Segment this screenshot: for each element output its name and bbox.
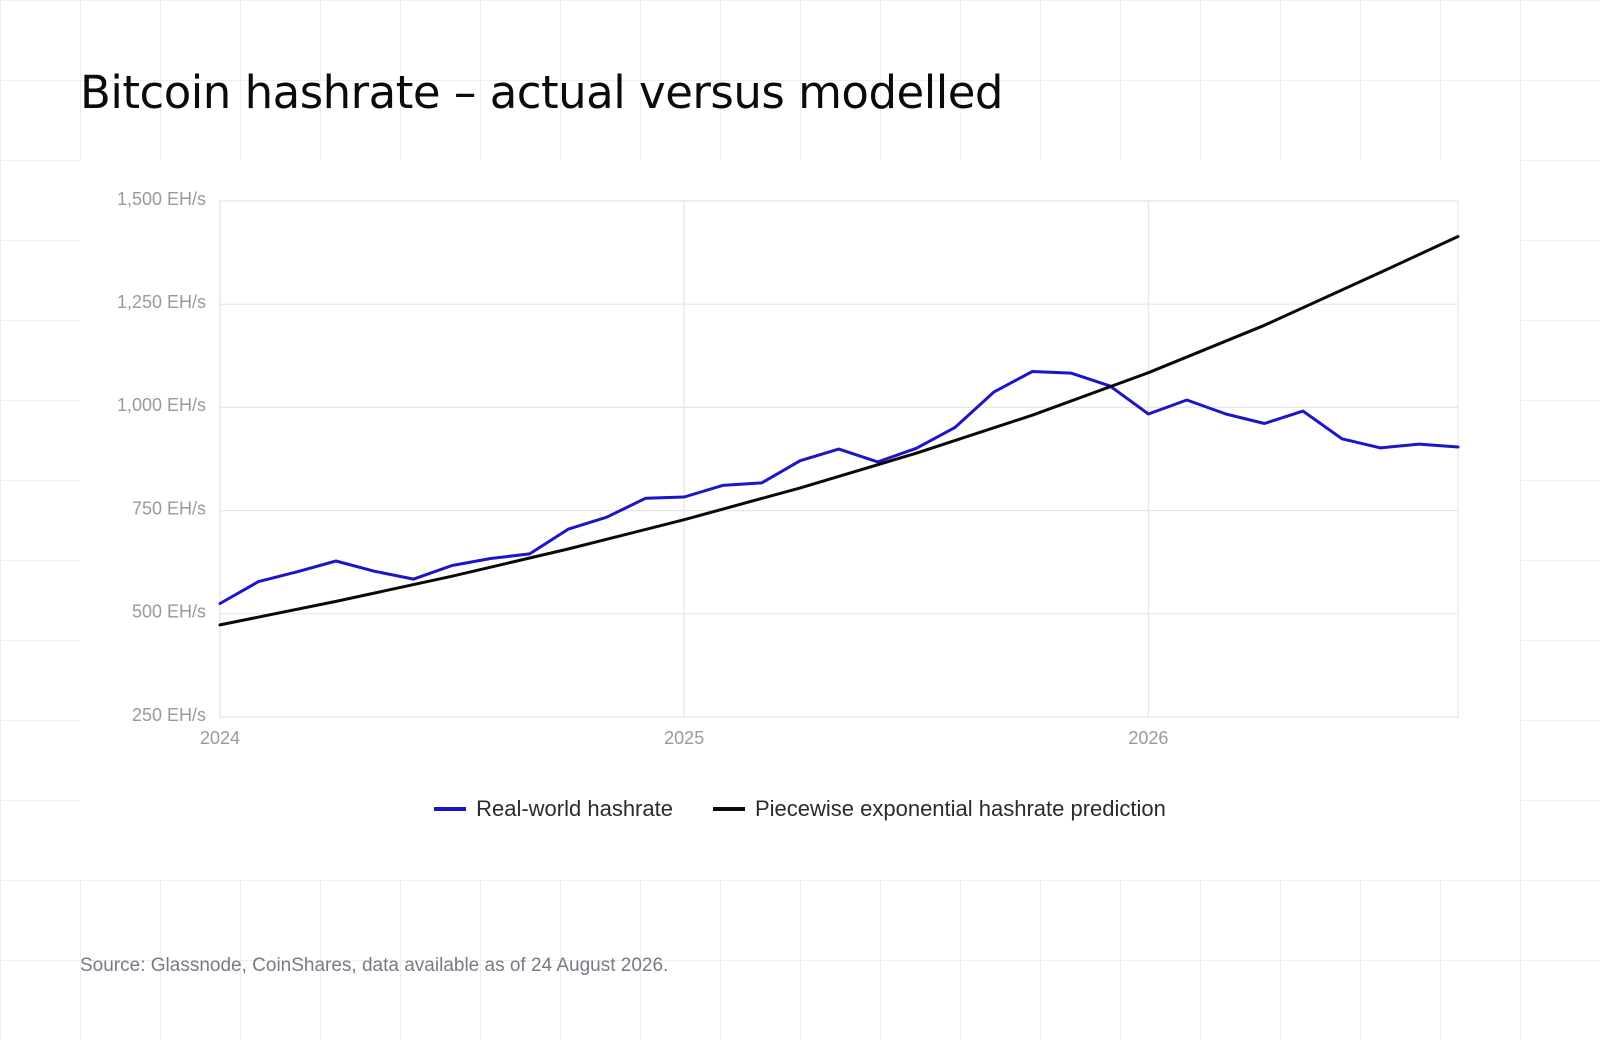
series-line-prediction: [218, 235, 1460, 627]
y-tick-label: 1,000 EH/s: [117, 395, 206, 415]
x-axis-ticks: 2024 2025 2026: [200, 728, 1168, 748]
legend-item-real-world-hashrate: Real-world hashrate: [434, 796, 673, 822]
legend: Real-world hashrate Piecewise exponentia…: [80, 796, 1520, 822]
plot-frame: [219, 200, 1459, 718]
legend-swatch-prediction: [712, 807, 745, 811]
series-layer: [218, 235, 1460, 627]
y-axis-ticks: 250 EH/s 500 EH/s 750 EH/s 1,000 EH/s 1,250 …: [117, 189, 206, 725]
y-tick-label: 1,250 EH/s: [117, 292, 206, 312]
y-tick-label: 500 EH/s: [132, 602, 206, 622]
grid-layer: [219, 200, 1459, 718]
y-tick-label: 1,500 EH/s: [117, 189, 206, 209]
series-line-real-world-hashrate: [218, 370, 1460, 605]
line-chart: 250 EH/s 500 EH/s 750 EH/s 1,000 EH/s 1,250 …: [117, 189, 1460, 748]
x-tick-label: 2024: [200, 728, 240, 748]
source-note: Source: Glassnode, CoinShares, data avai…: [80, 955, 669, 976]
legend-label-real-world-hashrate: Real-world hashrate: [476, 796, 673, 821]
x-tick-label: 2026: [1128, 728, 1168, 748]
x-tick-label: 2025: [664, 728, 704, 748]
y-tick-label: 250 EH/s: [132, 705, 206, 725]
y-tick-label: 750 EH/s: [132, 498, 206, 518]
legend-swatch-real-world-hashrate: [434, 807, 467, 811]
legend-label-prediction: Piecewise exponential hashrate predictio…: [754, 796, 1166, 821]
chart-title: Bitcoin hashrate – actual versus modelle…: [80, 66, 1003, 119]
chart-panel: 250 EH/s 500 EH/s 750 EH/s 1,000 EH/s 1,250 …: [80, 160, 1520, 880]
legend-item-prediction: Piecewise exponential hashrate predictio…: [712, 796, 1166, 822]
